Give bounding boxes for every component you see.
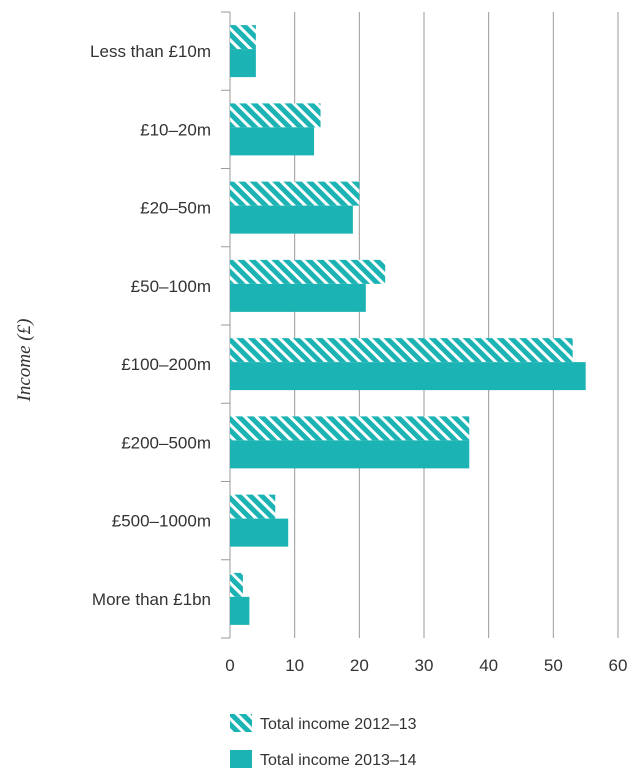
category-labels: Less than £10m £10–20m £20–50m £50–100m £100… xyxy=(90,42,211,609)
legend-swatch-2013-14 xyxy=(230,750,252,768)
category-label: Less than £10m xyxy=(90,42,211,61)
bar-2013-14 xyxy=(230,518,289,547)
category-label: £100–200m xyxy=(121,355,211,374)
legend-label-2013-14: Total income 2013–14 xyxy=(260,752,417,769)
category-label: £50–100m xyxy=(131,277,211,296)
bar-2012-13 xyxy=(230,494,276,519)
bar-2013-14 xyxy=(230,127,315,156)
x-tick-label: 60 xyxy=(609,656,628,675)
y-axis-title: Income (£) xyxy=(14,319,35,403)
bar-2013-14 xyxy=(230,440,470,469)
bar-2013-14 xyxy=(230,362,586,391)
x-tick-label: 20 xyxy=(350,656,369,675)
bar-2013-14 xyxy=(230,49,256,78)
x-tick-label: 40 xyxy=(479,656,498,675)
bar-2012-13 xyxy=(230,25,256,50)
x-tick-label: 0 xyxy=(225,656,234,675)
bar-2012-13 xyxy=(230,181,360,206)
bar-2012-13 xyxy=(230,338,573,363)
legend-swatch-2012-13 xyxy=(230,714,252,732)
x-tick-labels: 0 10 20 30 40 50 60 xyxy=(225,656,627,675)
bar-2012-13 xyxy=(230,259,386,284)
bar-2012-13 xyxy=(230,103,321,128)
bar-2012-13 xyxy=(230,416,470,441)
category-label: £20–50m xyxy=(140,199,211,218)
bar-2012-13 xyxy=(230,572,243,597)
x-tick-label: 30 xyxy=(415,656,434,675)
category-label: £10–20m xyxy=(140,120,211,139)
bar-2013-14 xyxy=(230,596,250,625)
legend: Total income 2012–13 Total income 2013–14 xyxy=(230,714,417,769)
category-label: More than £1bn xyxy=(92,590,211,609)
bar-2013-14 xyxy=(230,205,353,234)
category-label: £200–500m xyxy=(121,433,211,452)
bar-2013-14 xyxy=(230,283,366,312)
legend-label-2012-13: Total income 2012–13 xyxy=(260,716,417,733)
category-label: £500–1000m xyxy=(112,512,211,531)
x-tick-label: 50 xyxy=(544,656,563,675)
bars xyxy=(230,25,586,625)
x-tick-label: 10 xyxy=(285,656,304,675)
